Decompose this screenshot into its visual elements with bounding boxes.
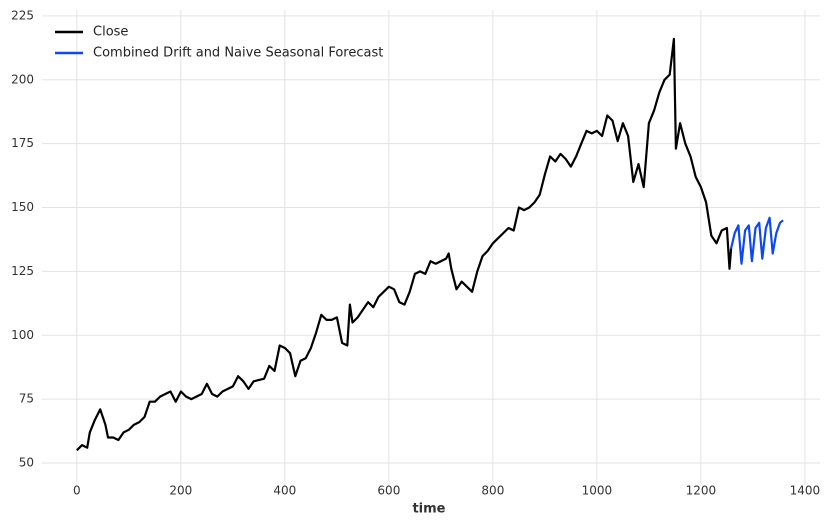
x-axis-label: time [412, 502, 445, 517]
y-tick-label: 225 [11, 8, 34, 22]
series-line [76, 37, 733, 452]
x-tick-label: 1200 [686, 484, 717, 498]
x-tick-label: 600 [377, 484, 400, 498]
y-tick-label: 50 [19, 456, 34, 470]
x-tick-label: 400 [273, 484, 296, 498]
y-tick-label: 75 [19, 392, 34, 406]
x-tick-label: 1000 [582, 484, 613, 498]
legend-label: Combined Drift and Naive Seasonal Foreca… [93, 46, 383, 61]
y-tick-label: 125 [11, 264, 34, 278]
x-tick-label: 1400 [790, 484, 821, 498]
y-tick-label: 100 [11, 328, 34, 342]
series-line [730, 216, 784, 265]
y-tick-label: 200 [11, 72, 34, 86]
legend-label: Close [93, 25, 128, 40]
y-tick-label: 175 [11, 136, 34, 150]
y-tick-label: 150 [11, 200, 34, 214]
x-tick-label: 800 [481, 484, 504, 498]
x-tick-label: 200 [169, 484, 192, 498]
x-tick-label: 0 [73, 484, 81, 498]
